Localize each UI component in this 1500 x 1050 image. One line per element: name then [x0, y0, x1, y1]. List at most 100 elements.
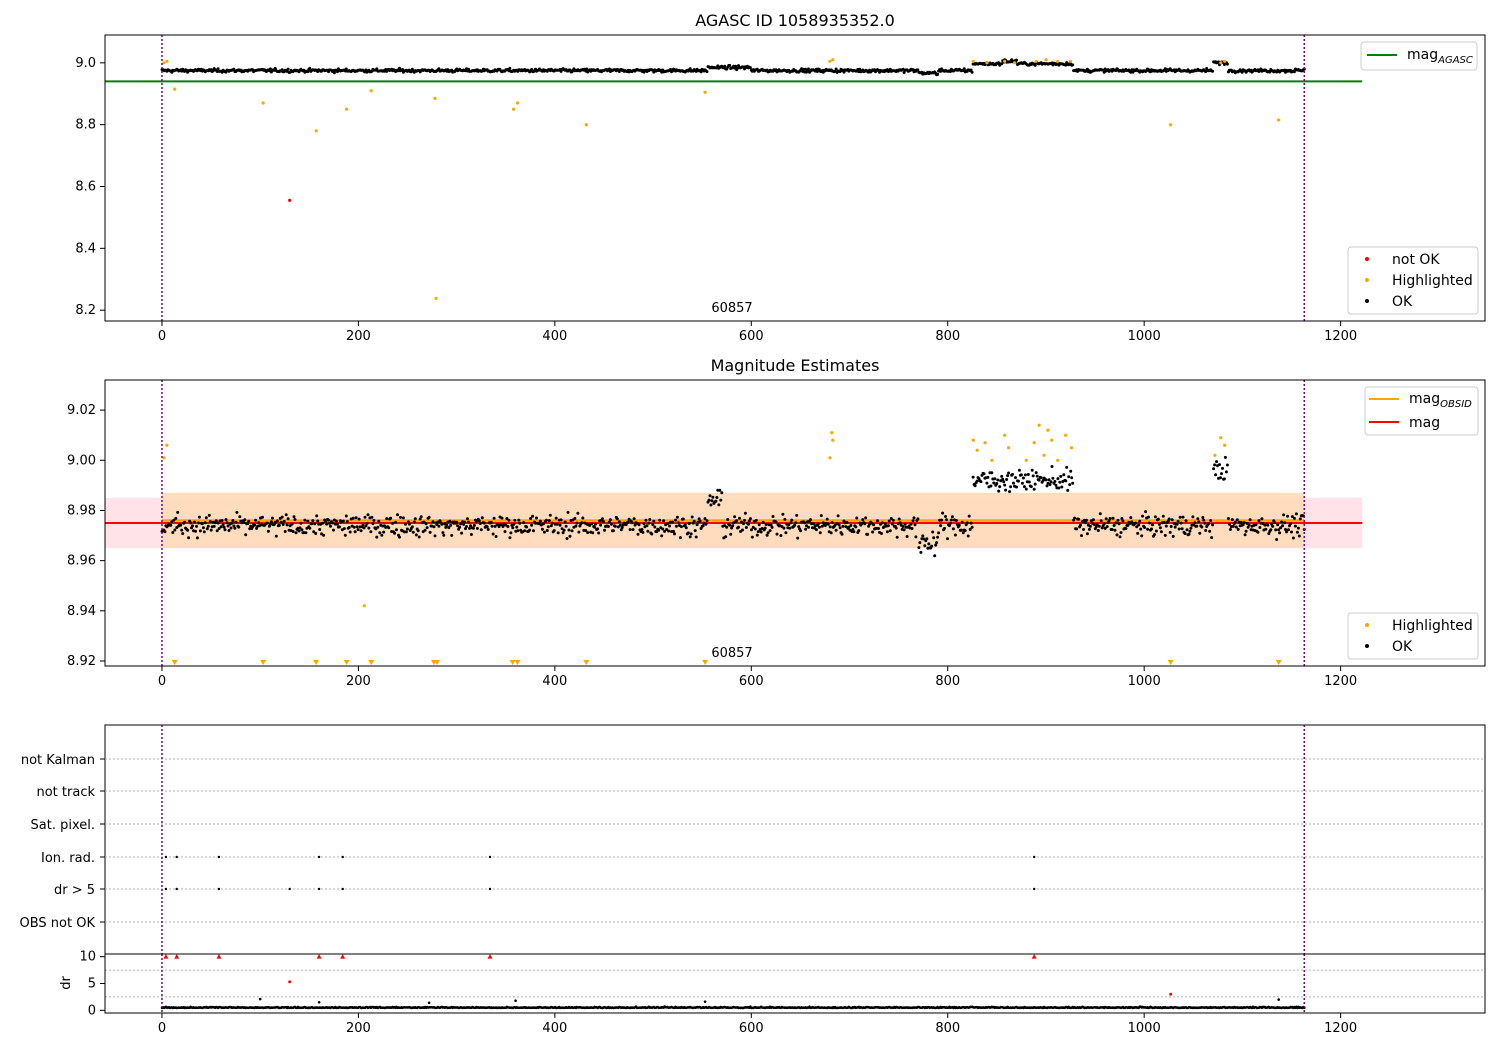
x-tick-label: 400 — [542, 329, 567, 344]
ok-point — [1087, 527, 1091, 531]
ok-point — [1202, 518, 1206, 522]
ok-point — [591, 531, 595, 535]
ok-point — [729, 532, 733, 536]
x-tick-label: 200 — [346, 329, 371, 344]
ok-point — [695, 523, 699, 527]
highlighted-point — [165, 443, 169, 447]
dr-capped-marker — [216, 954, 222, 959]
ok-point — [335, 522, 339, 526]
ok-point — [784, 531, 788, 535]
ok-point — [769, 523, 773, 527]
ok-point — [566, 510, 570, 514]
y-tick-label: 8.98 — [67, 503, 96, 518]
x-tick-label: 400 — [542, 674, 567, 689]
ok-point — [854, 525, 858, 529]
ok-point — [939, 524, 943, 528]
dr-red-point — [1169, 992, 1173, 996]
panel2-plot-area — [105, 380, 1363, 666]
ok-point — [445, 523, 449, 527]
ok-point — [993, 477, 997, 481]
ok-point — [273, 67, 277, 70]
ok-point — [1243, 533, 1247, 537]
ok-point — [620, 526, 624, 530]
ok-point — [825, 517, 829, 521]
ok-point — [911, 519, 915, 523]
ok-point — [212, 524, 216, 528]
ok-point — [179, 523, 183, 527]
ok-point — [1286, 514, 1289, 518]
ok-point — [554, 516, 558, 520]
ok-point — [563, 520, 567, 524]
ok-point — [1157, 522, 1161, 526]
y-tick-label: 8.6 — [75, 180, 96, 195]
ok-point — [733, 515, 737, 519]
ok-point — [997, 489, 1001, 493]
ok-point — [741, 528, 744, 532]
ok-point — [298, 526, 302, 530]
ok-point — [726, 518, 730, 521]
ok-point — [1225, 62, 1229, 66]
ok-point — [943, 526, 946, 530]
ok-point — [653, 525, 657, 529]
ok-point — [283, 530, 287, 533]
ok-point — [523, 529, 527, 533]
ok-point — [580, 521, 584, 525]
ok-point — [1031, 474, 1035, 478]
ok-point — [1097, 524, 1101, 528]
ok-point — [1105, 525, 1109, 529]
ok-point — [559, 518, 563, 522]
ok-point — [683, 523, 687, 527]
ok-point — [1144, 510, 1148, 514]
ok-point — [1158, 526, 1162, 530]
ok-point — [227, 529, 231, 532]
ok-point — [344, 514, 348, 518]
ok-point — [500, 516, 504, 520]
highlighted-point — [1223, 443, 1227, 447]
ok-point — [1175, 522, 1179, 526]
ok-point — [815, 70, 819, 73]
ok-point — [1298, 517, 1302, 521]
ok-point — [1198, 531, 1202, 535]
y-tick-label: 8.96 — [67, 554, 96, 569]
ok-point — [479, 528, 483, 532]
ok-point — [674, 518, 677, 522]
x-tick-label: 0 — [158, 674, 166, 689]
ok-point — [1044, 478, 1048, 482]
ok-point — [391, 521, 395, 525]
ok-point — [466, 517, 469, 521]
ok-point — [230, 521, 234, 525]
ok-point — [1224, 470, 1228, 474]
clipped-marker — [171, 660, 178, 665]
ok-point — [254, 518, 258, 522]
ok-point — [353, 530, 357, 534]
ok-point — [836, 514, 840, 518]
ok-point — [288, 524, 292, 528]
panel1-legend-points: not OK Highlighted OK — [1347, 246, 1479, 315]
ok-point — [1026, 473, 1030, 476]
ok-point — [269, 520, 273, 524]
ok-point — [371, 522, 375, 526]
ok-point — [1225, 463, 1229, 467]
ok-point — [743, 518, 746, 522]
panel3-category-labels: not Kalman not track Sat. pixel. Ion. rad. d… — [20, 753, 105, 931]
ok-point — [689, 532, 693, 536]
ok-point — [458, 525, 462, 529]
ok-point — [467, 520, 470, 524]
ok-point — [819, 514, 823, 518]
ok-point — [322, 533, 326, 537]
ok-point — [945, 518, 948, 522]
ok-point — [603, 528, 606, 532]
ok-point — [564, 524, 568, 528]
ok-point — [530, 523, 534, 527]
ok-point — [779, 534, 783, 538]
ok-point — [1082, 528, 1085, 531]
ok-point — [274, 534, 278, 538]
ok-point — [577, 530, 581, 534]
ok-point — [1103, 526, 1107, 530]
ok-point — [1291, 536, 1295, 540]
ok-point — [714, 499, 718, 503]
ok-point — [708, 494, 712, 498]
ok-point — [304, 531, 308, 535]
ok-point — [217, 527, 221, 531]
highlighted-point — [345, 107, 349, 111]
